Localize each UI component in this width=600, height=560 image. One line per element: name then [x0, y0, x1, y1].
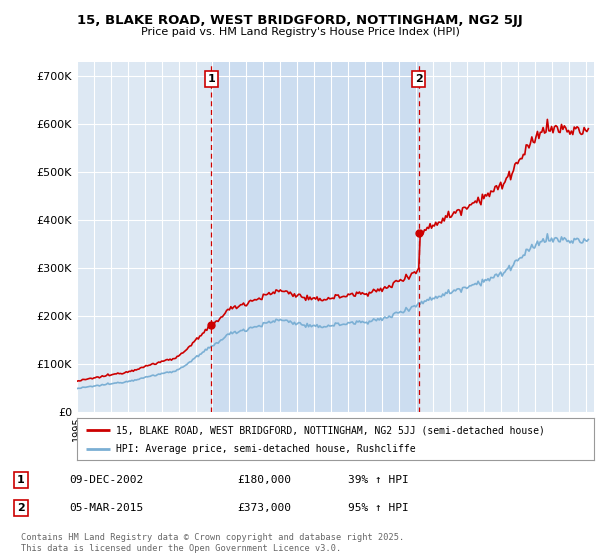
Text: 2: 2 — [415, 74, 423, 84]
Text: HPI: Average price, semi-detached house, Rushcliffe: HPI: Average price, semi-detached house,… — [116, 445, 415, 454]
Text: £180,000: £180,000 — [237, 475, 291, 485]
Text: 05-MAR-2015: 05-MAR-2015 — [69, 503, 143, 513]
Text: Price paid vs. HM Land Registry's House Price Index (HPI): Price paid vs. HM Land Registry's House … — [140, 27, 460, 37]
Text: 39% ↑ HPI: 39% ↑ HPI — [348, 475, 409, 485]
Text: 95% ↑ HPI: 95% ↑ HPI — [348, 503, 409, 513]
Bar — [211, 62, 419, 412]
Text: £373,000: £373,000 — [237, 503, 291, 513]
Text: 1: 1 — [208, 74, 215, 84]
Text: Contains HM Land Registry data © Crown copyright and database right 2025.
This d: Contains HM Land Registry data © Crown c… — [21, 534, 404, 553]
Text: 1: 1 — [17, 475, 25, 485]
Text: 15, BLAKE ROAD, WEST BRIDGFORD, NOTTINGHAM, NG2 5JJ: 15, BLAKE ROAD, WEST BRIDGFORD, NOTTINGH… — [77, 14, 523, 27]
Text: 09-DEC-2002: 09-DEC-2002 — [69, 475, 143, 485]
Text: 2: 2 — [17, 503, 25, 513]
Text: 15, BLAKE ROAD, WEST BRIDGFORD, NOTTINGHAM, NG2 5JJ (semi-detached house): 15, BLAKE ROAD, WEST BRIDGFORD, NOTTINGH… — [116, 425, 544, 435]
